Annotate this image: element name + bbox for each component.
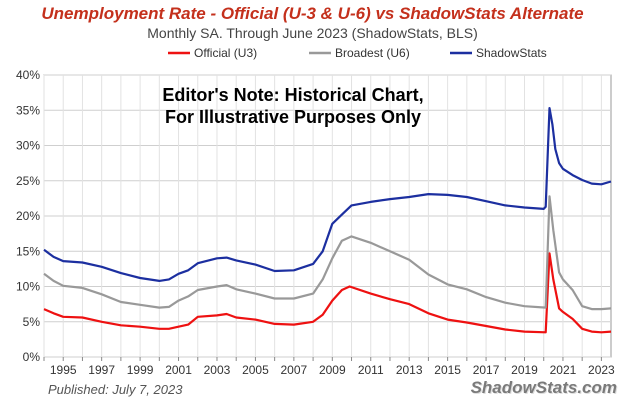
- legend-label: Broadest (U6): [335, 46, 410, 60]
- chart-subtitle: Monthly SA. Through June 2023 (ShadowSta…: [147, 25, 478, 41]
- x-tick-label: 2007: [281, 363, 308, 377]
- x-tick-label: 2003: [204, 363, 231, 377]
- x-tick-label: 1997: [88, 363, 115, 377]
- series-line: [43, 107, 612, 282]
- x-tick-label: 2023: [588, 363, 615, 377]
- x-tick-label: 2005: [242, 363, 269, 377]
- legend-label: ShadowStats: [476, 46, 547, 60]
- chart-title: Unemployment Rate - Official (U-3 & U-6)…: [41, 4, 584, 23]
- y-tick-label: 5%: [23, 315, 41, 329]
- x-tick-label: 2009: [319, 363, 346, 377]
- x-tick-label: 1999: [127, 363, 154, 377]
- x-tick-label: 1995: [50, 363, 77, 377]
- editor-note: Editor's Note: Historical Chart, For Ill…: [128, 84, 458, 128]
- series-line: [43, 195, 612, 311]
- x-tick-label: 2019: [511, 363, 538, 377]
- grid: [43, 74, 612, 358]
- axes: 0% 5% 10% 15% 20% 25% 30% 35% 40% 1995 1997 1999 200…: [16, 68, 615, 377]
- y-tick-label: 10%: [16, 280, 40, 294]
- y-tick-label: 40%: [16, 68, 40, 82]
- editor-note-line-2: For Illustrative Purposes Only: [164, 107, 422, 127]
- published-date: Published: July 7, 2023: [48, 382, 183, 397]
- y-tick-label: 25%: [16, 174, 40, 188]
- x-tick-label: 2001: [165, 363, 192, 377]
- x-tick-label: 2013: [396, 363, 423, 377]
- y-tick-label: 0%: [23, 350, 41, 364]
- x-tick-label: 2011: [358, 363, 384, 377]
- series-line: [43, 252, 612, 334]
- editor-note-line-1: Editor's Note: Historical Chart,: [162, 85, 424, 105]
- x-tick-label: 2017: [473, 363, 500, 377]
- brand-logo-text: ShadowStats.com: [470, 378, 617, 397]
- series-lines: [43, 107, 612, 334]
- legend-label: Official (U3): [194, 46, 257, 60]
- x-tick-label: 2021: [550, 363, 577, 377]
- y-tick-label: 15%: [16, 244, 40, 258]
- y-tick-label: 35%: [16, 103, 40, 117]
- x-tick-label: 2015: [434, 363, 461, 377]
- y-tick-label: 20%: [16, 209, 40, 223]
- y-tick-label: 30%: [16, 139, 40, 153]
- legend: Official (U3) Broadest (U6) ShadowStats: [168, 46, 547, 60]
